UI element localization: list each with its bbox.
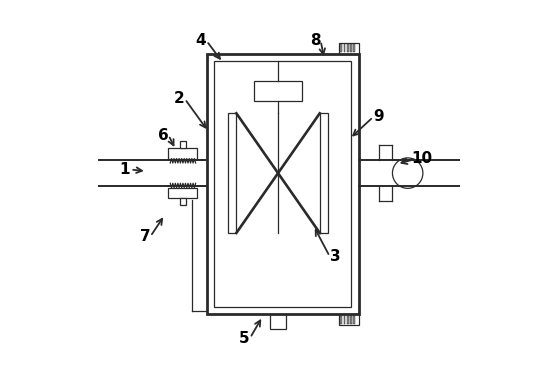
Text: 6: 6 xyxy=(158,128,169,142)
Bar xyxy=(270,315,286,329)
Bar xyxy=(350,316,352,323)
Text: 1: 1 xyxy=(120,162,130,177)
Bar xyxy=(353,45,355,52)
Bar xyxy=(340,316,342,323)
Bar xyxy=(320,113,328,233)
Bar xyxy=(347,45,349,52)
Bar xyxy=(228,113,237,233)
Bar xyxy=(353,316,355,323)
Bar xyxy=(180,198,186,205)
Bar xyxy=(180,141,186,148)
Bar xyxy=(347,316,349,323)
Bar xyxy=(350,45,352,52)
Bar xyxy=(206,53,359,315)
Text: 10: 10 xyxy=(412,151,432,166)
Bar xyxy=(339,315,359,325)
Bar xyxy=(254,81,302,100)
Text: 4: 4 xyxy=(196,33,206,48)
Text: 2: 2 xyxy=(174,91,185,106)
Text: 5: 5 xyxy=(239,330,250,346)
Text: 3: 3 xyxy=(330,249,340,264)
Bar xyxy=(339,43,359,53)
Bar xyxy=(344,45,345,52)
Bar xyxy=(344,316,345,323)
Bar xyxy=(169,148,198,159)
Bar xyxy=(340,45,342,52)
Text: 8: 8 xyxy=(310,33,320,48)
Bar xyxy=(169,188,198,198)
Bar xyxy=(214,61,351,307)
Text: 9: 9 xyxy=(373,109,384,124)
Text: 7: 7 xyxy=(140,229,150,244)
